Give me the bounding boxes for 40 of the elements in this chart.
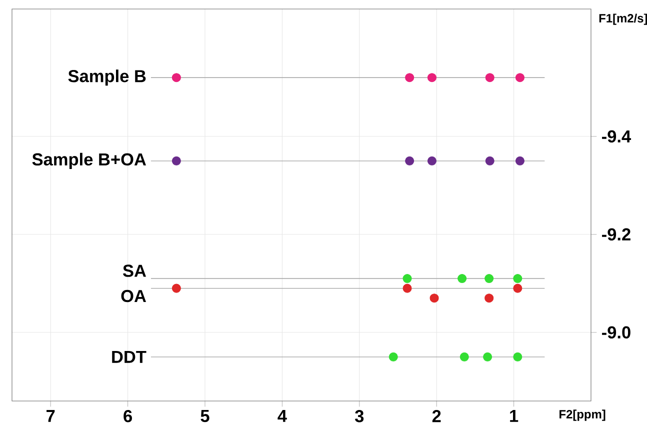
point bbox=[405, 73, 414, 82]
point bbox=[484, 274, 494, 284]
x-tick-label: 4 bbox=[278, 410, 287, 422]
point bbox=[172, 73, 181, 82]
point bbox=[388, 352, 398, 362]
point bbox=[172, 156, 181, 166]
point bbox=[484, 294, 494, 303]
ref-line-label: OA bbox=[121, 290, 146, 302]
ref-line-label: Sample B+OA bbox=[32, 152, 146, 169]
point bbox=[402, 274, 412, 284]
x-tick-label: 3 bbox=[354, 410, 364, 422]
ref-line-label: Sample B bbox=[68, 70, 146, 86]
x-tick-label: 2 bbox=[432, 410, 441, 422]
x-tick-label: 1 bbox=[510, 410, 518, 422]
y-tick-label: -9.0 bbox=[602, 326, 630, 339]
point bbox=[485, 156, 494, 166]
point bbox=[515, 73, 524, 82]
point bbox=[485, 73, 494, 82]
point bbox=[460, 352, 469, 362]
x-axis-title: F2[ppm] bbox=[560, 410, 606, 421]
y-tick-label: -9.4 bbox=[602, 130, 632, 143]
point bbox=[402, 284, 412, 293]
point bbox=[458, 274, 467, 284]
point bbox=[405, 156, 414, 166]
point bbox=[513, 352, 522, 362]
point bbox=[427, 156, 436, 166]
x-tick-label: 5 bbox=[200, 410, 210, 422]
point bbox=[515, 156, 524, 166]
point bbox=[430, 294, 439, 303]
point bbox=[427, 73, 436, 82]
y-tick-label: -9.2 bbox=[602, 228, 630, 241]
point bbox=[513, 284, 522, 293]
point bbox=[483, 352, 492, 362]
point bbox=[172, 284, 181, 293]
y-axis-title: F1[m2/s] bbox=[599, 14, 647, 25]
ref-line-label: SA bbox=[122, 264, 146, 277]
point bbox=[513, 274, 522, 284]
x-tick-label: 6 bbox=[124, 410, 132, 422]
x-tick-label: 7 bbox=[46, 410, 55, 422]
ref-line-label: DDT bbox=[112, 350, 146, 363]
